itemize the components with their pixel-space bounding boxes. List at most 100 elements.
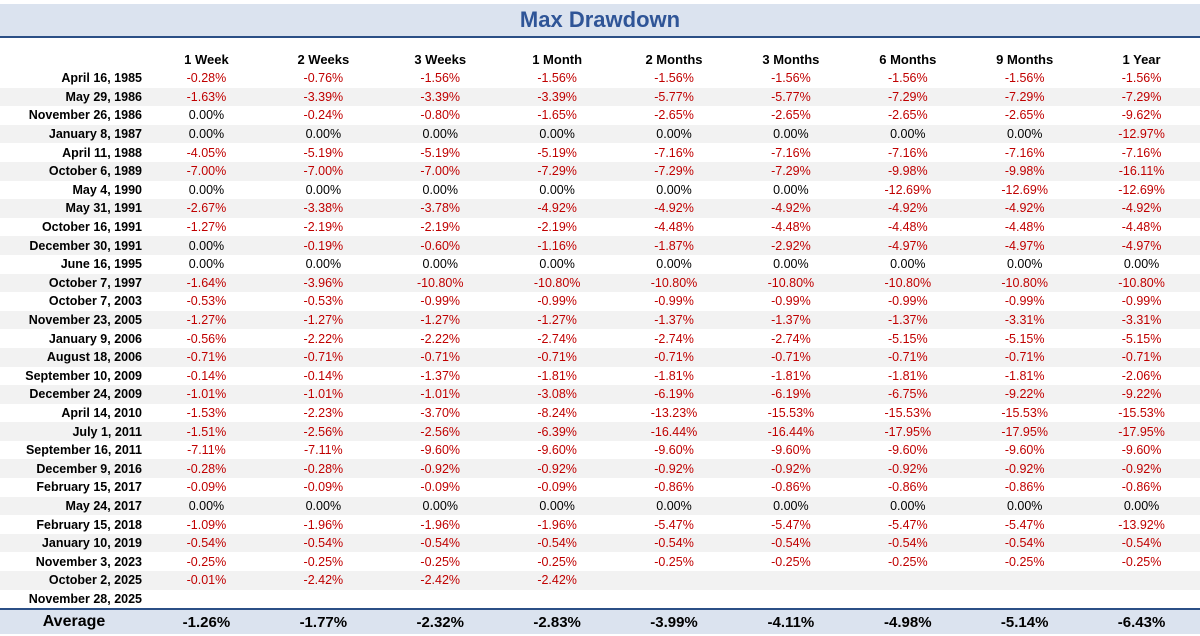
drawdown-cell: -5.15%	[1121, 331, 1162, 346]
drawdown-cell: -0.71%	[148, 347, 265, 367]
table-row: October 16, 1991 -1.27% -2.19% -2.19% -2.19%…	[0, 218, 1200, 237]
drawdown-cell: -0.71%	[1083, 347, 1200, 367]
table-row: December 24, 2009 -1.01% -1.01% -1.01% -3.08…	[0, 385, 1200, 404]
drawdown-cell: -0.99%	[537, 294, 577, 309]
drawdown-cell: 0.00%	[381, 124, 499, 144]
drawdown-cell: -3.38%	[264, 199, 382, 218]
drawdown-cell	[499, 590, 616, 610]
drawdown-cell: -9.60%	[537, 443, 577, 458]
drawdown-cell: -2.19%	[420, 220, 461, 235]
drawdown-cell: -5.15%	[1004, 331, 1045, 346]
drawdown-cell: -1.37%	[615, 310, 733, 330]
drawdown-cell: -2.19%	[537, 220, 577, 235]
row-date: November 3, 2023	[35, 554, 142, 569]
drawdown-cell: -10.80%	[966, 273, 1084, 293]
drawdown-cell: -0.71%	[615, 347, 733, 367]
drawdown-cell: -10.80%	[849, 273, 967, 293]
drawdown-cell: -0.09%	[420, 480, 461, 495]
table-row: May 29, 1986 -1.63% -3.39% -3.39% -3.39% -5.7…	[0, 87, 1200, 107]
drawdown-cell: -4.48%	[1004, 220, 1045, 235]
drawdown-cell: -8.24%	[537, 405, 577, 420]
drawdown-cell: -1.56%	[771, 71, 811, 86]
table-row: May 24, 2017 0.00% 0.00% 0.00% 0.00% 0.00% 0.0…	[0, 496, 1200, 516]
drawdown-cell: -4.92%	[615, 199, 733, 218]
drawdown-cell	[382, 590, 499, 610]
drawdown-table: 1 Week 2 Weeks 3 Weeks 1 Month 2 Months 3 Mon…	[0, 50, 1200, 635]
row-date: May 29, 1986	[0, 87, 148, 107]
drawdown-cell: -0.92%	[1083, 459, 1200, 479]
drawdown-cell: -1.01%	[264, 385, 382, 404]
drawdown-cell: -1.96%	[537, 517, 577, 532]
row-date: November 23, 2005	[0, 310, 148, 330]
drawdown-cell: -6.39%	[498, 422, 616, 441]
table-footer: Average -1.26% -1.77% -2.32% -2.83% -3.99% -4…	[0, 608, 1200, 635]
drawdown-cell: -12.69%	[1118, 182, 1165, 197]
column-header: 2 Months	[645, 52, 703, 67]
drawdown-cell: -1.27%	[498, 310, 616, 330]
column-header: 3 Weeks	[414, 52, 467, 67]
drawdown-cell	[966, 571, 1084, 590]
table-row: April 14, 2010 -1.53% -2.23% -3.70% -8.24% -1…	[0, 404, 1200, 423]
drawdown-cell: 0.00%	[656, 257, 692, 272]
drawdown-cell: -3.31%	[966, 310, 1084, 330]
row-date: September 16, 2011	[25, 443, 142, 458]
drawdown-cell: -1.81%	[537, 368, 577, 383]
average-cell: -2.83%	[498, 608, 616, 635]
drawdown-cell: -0.25%	[420, 554, 461, 569]
drawdown-cell	[732, 590, 849, 610]
header-row: 1 Week 2 Weeks 3 Weeks 1 Month 2 Months 3 Mon…	[0, 50, 1200, 69]
drawdown-cell: -0.53%	[186, 294, 227, 309]
drawdown-cell: -1.37%	[420, 368, 461, 383]
drawdown-cell: -0.92%	[732, 459, 850, 479]
drawdown-cell: 0.00%	[188, 108, 225, 123]
drawdown-cell: -0.19%	[264, 236, 382, 255]
table-row: October 7, 1997 -1.64% -3.96% -10.80% -10.80…	[0, 273, 1200, 293]
drawdown-cell: 0.00%	[849, 496, 967, 516]
drawdown-cell	[1083, 571, 1200, 590]
drawdown-cell: -2.22%	[420, 331, 461, 346]
drawdown-cell: -4.92%	[849, 199, 967, 218]
drawdown-cell: 0.00%	[966, 496, 1084, 516]
drawdown-cell: 0.00%	[615, 496, 733, 516]
drawdown-cell: -4.48%	[771, 220, 811, 235]
drawdown-cell: -10.80%	[615, 273, 733, 293]
drawdown-cell: -10.80%	[1083, 273, 1200, 293]
drawdown-cell: 0.00%	[305, 182, 342, 197]
row-date: May 31, 1991	[0, 199, 148, 218]
drawdown-cell: -4.92%	[966, 199, 1084, 218]
row-date: November 28, 2025	[28, 591, 142, 606]
table-row: August 18, 2006 -0.71% -0.71% -0.71% -0.71% -…	[0, 347, 1200, 367]
drawdown-cell: -4.97%	[966, 236, 1084, 255]
drawdown-cell: -0.25%	[887, 554, 928, 569]
drawdown-cell: -4.97%	[849, 236, 967, 255]
column-header: 1 Week	[184, 52, 229, 67]
table-row: February 15, 2018 -1.09% -1.96% -1.96% -1.96…	[0, 515, 1200, 534]
drawdown-cell	[265, 590, 382, 610]
drawdown-cell: -5.77%	[615, 87, 733, 107]
drawdown-cell: -7.16%	[1004, 145, 1045, 160]
drawdown-cell: -0.54%	[381, 533, 499, 553]
drawdown-cell: -0.09%	[537, 480, 577, 495]
drawdown-cell: -0.25%	[186, 554, 227, 569]
title-bar: Max Drawdown	[0, 4, 1200, 38]
drawdown-cell: -17.95%	[1083, 422, 1200, 441]
drawdown-cell: -0.86%	[887, 480, 928, 495]
drawdown-cell: -3.39%	[498, 87, 616, 107]
row-date: July 1, 2011	[0, 422, 148, 441]
drawdown-cell: -1.56%	[420, 71, 461, 86]
drawdown-cell: -0.09%	[186, 480, 227, 495]
drawdown-cell: -2.42%	[264, 571, 382, 590]
drawdown-cell: -0.92%	[498, 459, 616, 479]
drawdown-cell: -4.48%	[887, 220, 928, 235]
drawdown-cell: -0.54%	[615, 533, 733, 553]
drawdown-cell: -2.19%	[303, 220, 344, 235]
drawdown-cell: -0.28%	[264, 459, 382, 479]
drawdown-cell	[849, 571, 967, 590]
drawdown-cell: -0.25%	[537, 554, 577, 569]
drawdown-cell: -9.62%	[1121, 108, 1162, 123]
drawdown-cell: -16.44%	[732, 422, 850, 441]
drawdown-cell: -2.74%	[537, 331, 577, 346]
average-row: Average -1.26% -1.77% -2.32% -2.83% -3.99% -4…	[0, 608, 1200, 635]
drawdown-cell	[615, 571, 733, 590]
table-row: December 9, 2016 -0.28% -0.28% -0.92% -0.92%…	[0, 459, 1200, 479]
